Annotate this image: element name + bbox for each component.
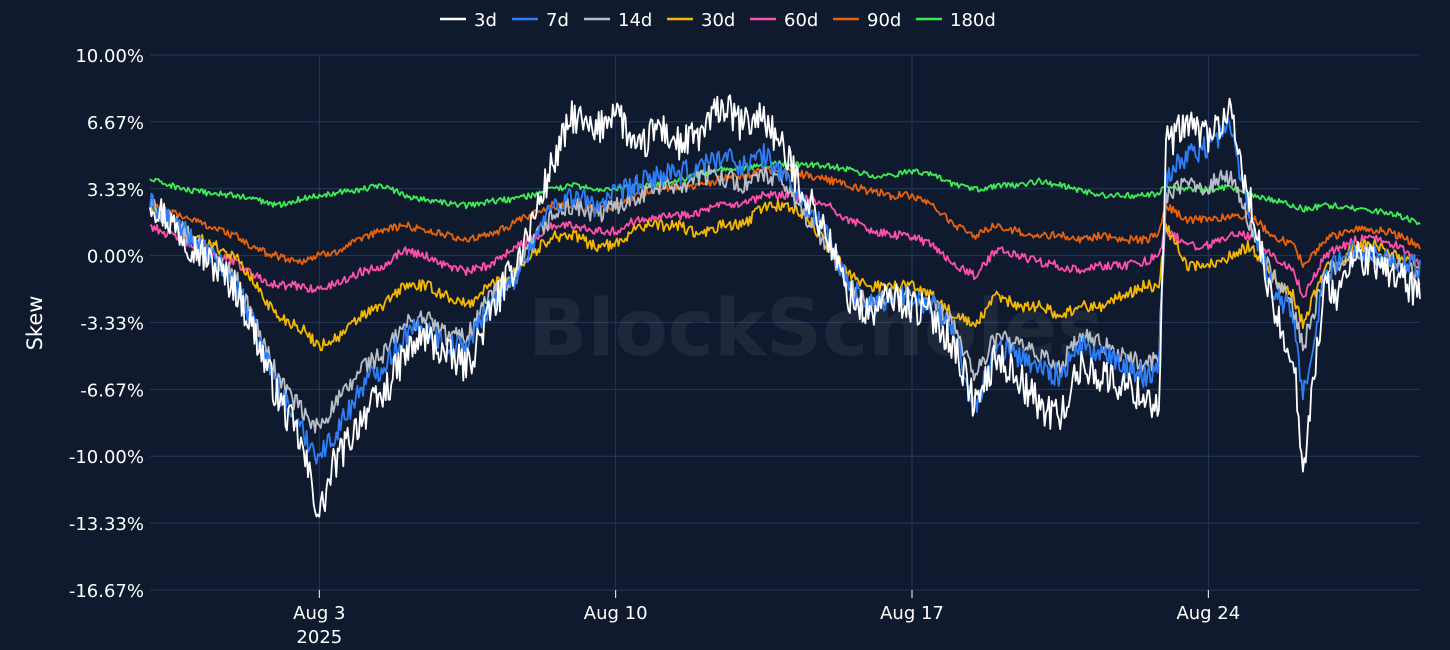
legend-label: 60d <box>784 10 818 31</box>
y-tick-label: 3.33% <box>87 180 144 201</box>
y-tick-label: -10.00% <box>69 447 144 468</box>
series-line-30d <box>149 198 1421 352</box>
y-tick-label: 10.00% <box>75 46 144 67</box>
legend-label: 90d <box>867 10 901 31</box>
series-line-3d <box>149 94 1421 518</box>
x-axis-ticks: Aug 3 2025 Aug 10 Aug 17 Aug 24 <box>293 590 1240 648</box>
legend-item-90d[interactable]: 90d <box>833 10 901 31</box>
legend-label: 7d <box>546 10 569 31</box>
series-layer <box>149 94 1421 518</box>
legend-item-3d[interactable]: 3d <box>440 10 497 31</box>
x-tick-label: Aug 24 <box>1176 603 1240 624</box>
series-line-60d <box>149 190 1421 299</box>
y-tick-label: -6.67% <box>80 380 144 401</box>
legend-label: 180d <box>950 10 996 31</box>
legend-item-180d[interactable]: 180d <box>916 10 996 31</box>
legend-label: 30d <box>701 10 735 31</box>
x-tick-label: Aug 10 <box>584 603 648 624</box>
legend-label: 3d <box>474 10 497 31</box>
legend-item-60d[interactable]: 60d <box>750 10 818 31</box>
watermark-text: BlockScholes <box>528 284 1103 374</box>
legend-item-14d[interactable]: 14d <box>584 10 652 31</box>
series-line-14d <box>149 164 1421 434</box>
y-axis-title: Skew <box>23 296 47 351</box>
y-tick-label: 0.00% <box>87 247 144 268</box>
x-tick-year-label: 2025 <box>296 627 342 648</box>
legend-item-30d[interactable]: 30d <box>667 10 735 31</box>
x-tick-label: Aug 17 <box>880 603 944 624</box>
y-tick-label: 6.67% <box>87 113 144 134</box>
y-tick-label: -16.67% <box>69 581 144 602</box>
legend-item-7d[interactable]: 7d <box>512 10 569 31</box>
legend-label: 14d <box>618 10 652 31</box>
y-tick-label: -13.33% <box>69 514 144 535</box>
y-tick-label: -3.33% <box>80 313 144 334</box>
x-tick-label: Aug 3 <box>293 603 345 624</box>
legend[interactable]: 3d 7d 14d 30d 60d 90d 180d <box>440 10 996 31</box>
y-axis-ticks: 10.00% 6.67% 3.33% 0.00% -3.33% -6.67% -10.00%… <box>69 46 144 602</box>
